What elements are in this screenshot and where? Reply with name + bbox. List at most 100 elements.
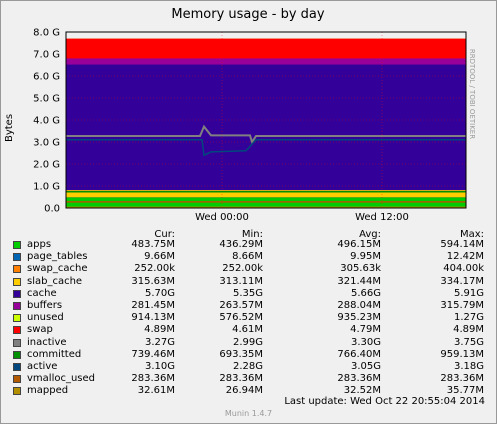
- legend-max: 3.75G: [453, 336, 484, 348]
- chart-title: Memory usage - by day: [171, 7, 324, 22]
- legend-cur: 281.45M: [131, 300, 175, 311]
- legend-max: 3.18G: [453, 361, 484, 372]
- legend-swatch: [13, 302, 21, 310]
- legend-cur: 4.89M: [144, 324, 175, 336]
- legend-name: page_tables: [27, 251, 88, 263]
- legend-swatch: [13, 314, 21, 323]
- legend-swatch: [13, 338, 21, 347]
- legend-min: 436.29M: [219, 239, 263, 250]
- legend-min: 313.11M: [219, 275, 263, 287]
- legend-min: 283.36M: [219, 373, 263, 385]
- plot-area: [66, 38, 466, 209]
- legend-max: 35.77M: [446, 385, 484, 397]
- legend-avg: 766.40M: [337, 348, 381, 360]
- legend-name: unused: [27, 312, 64, 324]
- header-min: Min:: [241, 229, 263, 240]
- legend-avg: 283.36M: [337, 373, 381, 385]
- legend-cur: 3.27G: [144, 336, 175, 348]
- legend-max: 12.42M: [446, 251, 484, 263]
- legend-avg: 288.04M: [337, 300, 381, 311]
- y-tick-label: 6.0 G: [33, 72, 60, 83]
- legend-max: 315.79M: [440, 300, 484, 311]
- legend-cur: 252.00k: [134, 263, 175, 275]
- legend-max: 5.91G: [453, 287, 484, 299]
- y-tick-label: 3.0 G: [33, 138, 60, 149]
- legend-min: 252.00k: [222, 263, 263, 275]
- legend-max: 404.00k: [443, 263, 484, 275]
- x-tick-label: Wed 12:00: [355, 212, 409, 223]
- legend-cur: 739.46M: [131, 348, 175, 360]
- x-ticks: Wed 00:00 Wed 12:00: [195, 212, 409, 223]
- legend-min: 263.57M: [219, 300, 263, 311]
- legend-name: slab_cache: [27, 275, 83, 287]
- y-ticks: 0.0 1.0 G 2.0 G 3.0 G 4.0 G 5.0 G 6.0 G 7.0 G 8.…: [33, 28, 60, 215]
- legend-max: 283.36M: [440, 373, 484, 385]
- y-tick-label: 7.0 G: [33, 50, 60, 61]
- munin-version: Munin 1.4.7: [224, 409, 273, 418]
- legend-swatch: [13, 265, 21, 274]
- legend-cur: 315.63M: [131, 275, 175, 287]
- legend-avg: 4.79M: [350, 324, 381, 336]
- legend-name: vmalloc_used: [27, 373, 96, 385]
- legend-cur: 5.70G: [144, 287, 175, 299]
- rrd-credit: RRDTOOL / TOBI OETIKER: [467, 48, 476, 140]
- legend-name: committed: [27, 348, 82, 360]
- legend-cur: 9.66M: [144, 251, 175, 263]
- y-tick-label: 5.0 G: [33, 94, 60, 105]
- legend-swatch: [13, 350, 21, 359]
- legend-max: 334.17M: [440, 275, 484, 287]
- y-tick-label: 4.0 G: [33, 116, 60, 127]
- legend-max: 1.27G: [453, 312, 484, 324]
- legend-avg: 32.52M: [343, 385, 381, 397]
- legend-swatch: [13, 277, 21, 286]
- legend-cur: 3.10G: [144, 361, 175, 372]
- legend-name: inactive: [27, 336, 67, 348]
- header-cur: Cur:: [154, 229, 175, 240]
- legend-name: buffers: [27, 300, 63, 311]
- legend-avg: 3.30G: [350, 336, 381, 348]
- legend-name: active: [27, 361, 58, 372]
- legend-swatch: [13, 253, 21, 262]
- legend-min: 2.28G: [232, 361, 263, 372]
- legend-avg: 9.95M: [350, 251, 381, 263]
- y-tick-label: 0.0: [44, 204, 60, 215]
- y-axis-label: Bytes: [4, 114, 15, 142]
- legend-swatch: [13, 375, 21, 384]
- legend-min: 4.61M: [232, 324, 263, 336]
- legend-max: 594.14M: [440, 239, 484, 250]
- line-inactive: [66, 124, 466, 145]
- legend-cur: 283.36M: [131, 373, 175, 385]
- legend-avg: 3.05G: [350, 361, 381, 372]
- legend-name: cache: [27, 287, 57, 299]
- memory-chart: Memory usage - by day Bytes 0.0 1.0 G 2.0 …: [4, 7, 467, 223]
- legend-cur: 32.61M: [137, 385, 175, 397]
- legend-min: 693.35M: [219, 348, 263, 360]
- legend-max: 959.13M: [440, 348, 484, 360]
- legend-min: 8.66M: [232, 251, 263, 263]
- legend-name: swap: [27, 324, 53, 336]
- legend-min: 26.94M: [225, 385, 263, 397]
- legend-max: 4.89M: [453, 324, 484, 336]
- legend-swatch: [13, 241, 21, 249]
- legend-name: mapped: [27, 385, 69, 397]
- y-tick-label: 8.0 G: [33, 28, 60, 39]
- legend-avg: 305.63k: [340, 263, 381, 275]
- x-tick-label: Wed 00:00: [195, 212, 249, 223]
- legend-avg: 321.44M: [337, 275, 381, 287]
- legend-min: 2.99G: [232, 336, 263, 348]
- legend-swatch: [13, 289, 21, 298]
- legend-min: 576.52M: [219, 312, 263, 324]
- legend-name: apps: [27, 239, 52, 250]
- legend-avg: 935.23M: [337, 312, 381, 324]
- legend-cur: 914.13M: [131, 312, 175, 324]
- legend-avg: 5.66G: [350, 287, 381, 299]
- area-apps: [66, 197, 466, 208]
- line-active: [66, 139, 466, 157]
- legend-swatch: [13, 363, 21, 371]
- legend-swatch: [13, 326, 21, 335]
- legend-avg: 496.15M: [337, 239, 381, 250]
- y-tick-label: 1.0 G: [33, 182, 60, 193]
- legend-swatch: [13, 387, 21, 396]
- legend-min: 5.35G: [232, 287, 263, 299]
- y-tick-label: 2.0 G: [33, 160, 60, 171]
